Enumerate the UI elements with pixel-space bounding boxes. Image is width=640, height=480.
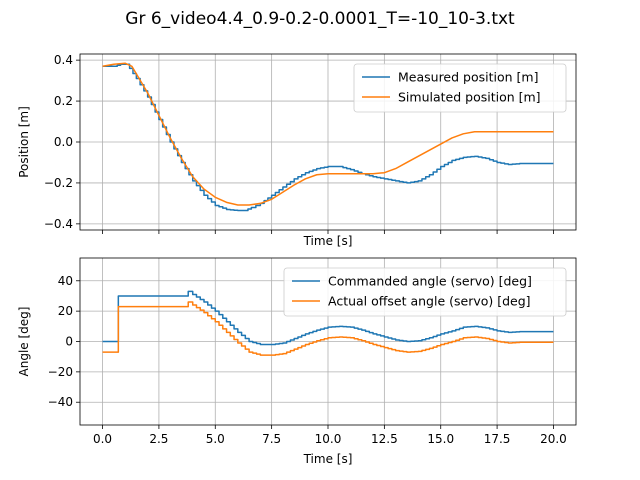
series-line-second	[102, 301, 554, 356]
y-tick-label: −40	[48, 395, 73, 409]
x-axis-label: Time [s]	[303, 234, 353, 248]
y-tick-label: −0.4	[44, 217, 73, 231]
position-subplot: −0.4 −0.2 0.0 0.2 0.4 Time [s] Position [m] Mea…	[17, 53, 577, 248]
series-line-first	[102, 290, 554, 346]
x-tick-label: 12.5	[371, 432, 398, 446]
x-tick-label: 7.5	[262, 432, 281, 446]
y-tick-label: 0	[65, 335, 73, 349]
y-tick-label: −20	[48, 365, 73, 379]
series-line-second	[102, 62, 554, 206]
y-tick-label: 0.0	[54, 135, 73, 149]
figure-title: Gr 6_video4.4_0.9-0.2-0.0001_T=-10_10-3.…	[125, 9, 515, 29]
y-axis-label: Angle [deg]	[17, 307, 31, 377]
legend-box	[353, 63, 567, 113]
legend-label: Actual offset angle (servo) [deg]	[328, 294, 531, 309]
x-tick-label: 10.0	[315, 432, 342, 446]
x-tick-label: 0.0	[93, 432, 112, 446]
y-tick-label: 0.4	[54, 53, 73, 67]
legend-box	[283, 267, 567, 317]
angle-subplot: 0.0 2.5 5.0 7.5 10.0 12.5 15.0 17.5 20.0 −40 −20 0 2…	[17, 257, 577, 466]
y-axis-label: Position [m]	[17, 106, 31, 178]
y-tick-label: 20	[58, 304, 73, 318]
x-tick-label: 5.0	[206, 432, 225, 446]
y-tick-label: −0.2	[44, 176, 73, 190]
legend-label: Measured position [m]	[398, 70, 538, 85]
x-tick-label: 17.5	[484, 432, 511, 446]
x-tick-label: 15.0	[427, 432, 454, 446]
x-tick-label: 20.0	[540, 432, 567, 446]
y-tick-label: 40	[58, 274, 73, 288]
legend-label: Commanded angle (servo) [deg]	[328, 274, 532, 289]
y-tick-label: 0.2	[54, 94, 73, 108]
x-axis-label: Time [s]	[303, 452, 353, 466]
series-line-first	[102, 63, 554, 212]
legend-label: Simulated position [m]	[398, 90, 541, 105]
x-tick-label: 2.5	[149, 432, 168, 446]
